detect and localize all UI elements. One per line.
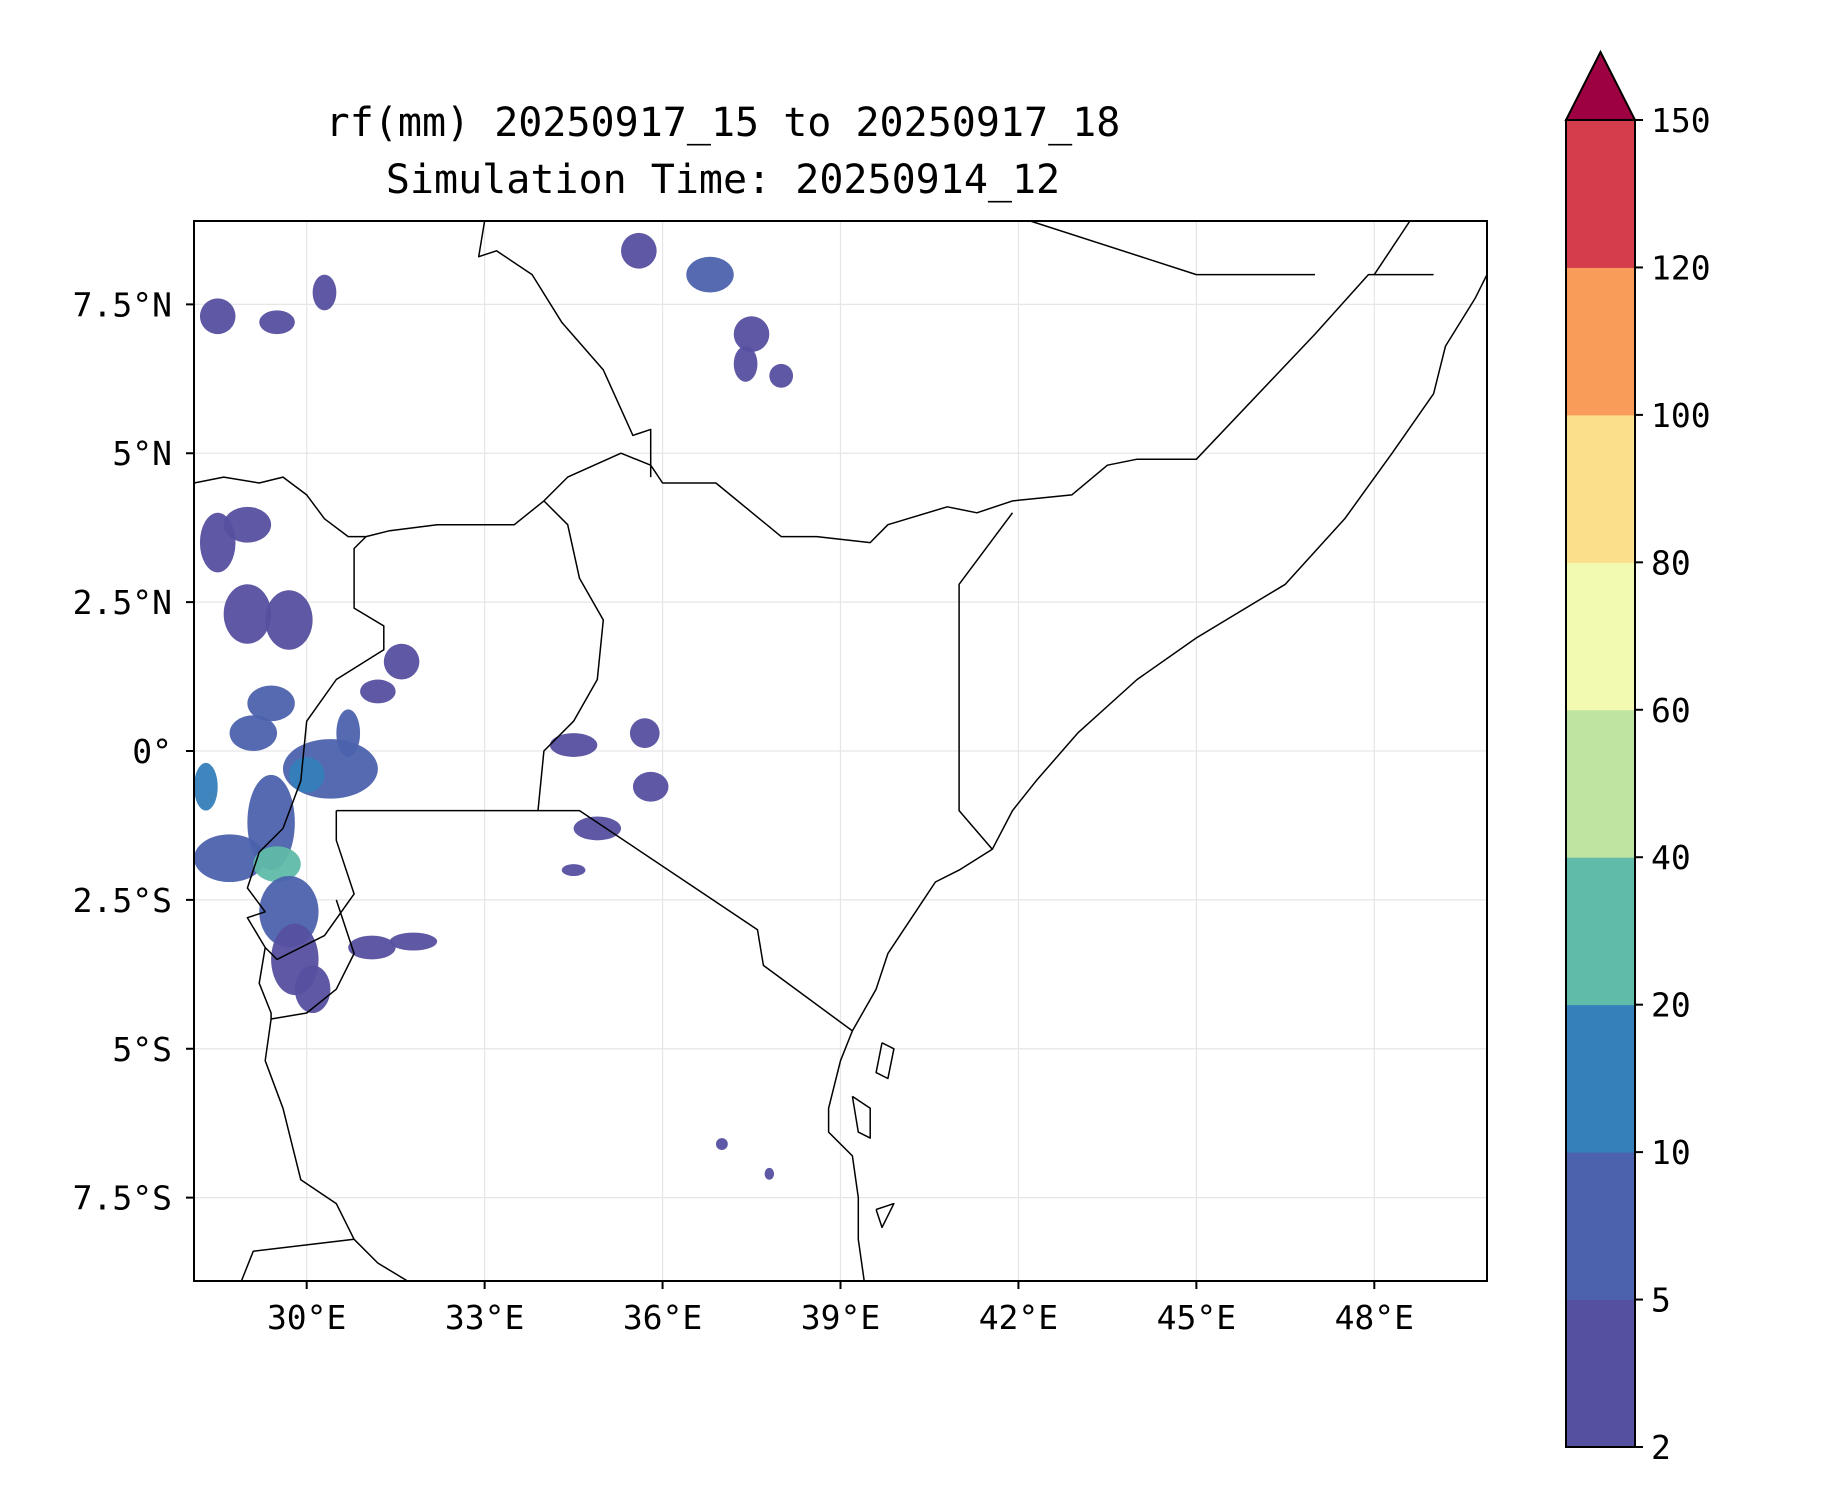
boundary-south-sudan-uganda-north	[194, 273, 1434, 544]
tick-label-lon: 45°E	[1157, 1298, 1236, 1337]
tick-label-lat: 5°S	[112, 1030, 172, 1069]
colorbar-segment	[1566, 1299, 1635, 1448]
rain-cell	[259, 310, 295, 335]
tick-label-lon: 39°E	[801, 1298, 880, 1337]
rain-cell	[265, 590, 313, 650]
rain-cell	[223, 506, 272, 543]
colorbar-segment	[1566, 1004, 1635, 1153]
tick-label-lat: 2.5°N	[73, 583, 172, 622]
tick-label-lat: 7.5°S	[73, 1179, 172, 1218]
rain-cell	[383, 643, 420, 680]
colorbar-extend-arrow	[1564, 49, 1637, 121]
colorbar-tick-label: 150	[1651, 101, 1711, 140]
rain-cell	[621, 232, 657, 269]
colorbar-segment	[1566, 414, 1635, 563]
title-line-2: Simulation Time: 20250914_12	[386, 157, 1060, 203]
tick-label-lon: 42°E	[979, 1298, 1058, 1337]
tick-label-lat: 5°N	[112, 434, 172, 473]
rain-cell	[769, 363, 794, 388]
tick-label-lat: 2.5°S	[73, 881, 172, 920]
rain-cell	[223, 584, 272, 644]
colorbar: 2 5 10 20 40 60 80 100 120 150	[1564, 49, 1711, 1467]
boundary-uganda-drc	[282, 536, 385, 829]
rain-cell	[561, 864, 586, 877]
colorbar-tick-label: 80	[1651, 543, 1691, 582]
colorbar-tick-label: 10	[1651, 1133, 1691, 1172]
rain-cell	[715, 1138, 728, 1150]
rain-cell	[348, 935, 396, 960]
boundary-somalia-ethiopia-east	[1373, 221, 1411, 276]
rain-cell	[288, 756, 325, 793]
colorbar-segment	[1566, 1152, 1635, 1301]
colorbar-frame	[1565, 119, 1636, 1448]
colorbar-segment	[1566, 267, 1635, 416]
colorbar-tick-label: 2	[1651, 1428, 1671, 1467]
boundary-ethiopia-sudan-west	[477, 221, 652, 478]
rain-cell	[199, 298, 236, 335]
boundary-uganda-kenya	[537, 500, 605, 811]
boundary-tanzania-west-lake	[264, 1018, 408, 1281]
rain-cell	[573, 816, 622, 841]
rain-cell	[764, 1167, 775, 1180]
colorbar-tick-label: 60	[1651, 691, 1691, 730]
boundary-pemba	[875, 1042, 895, 1080]
country-boundaries	[194, 221, 1487, 1281]
rain-cell	[294, 965, 331, 1014]
rain-cell	[312, 274, 337, 311]
tick-label-lat: 0°	[132, 732, 172, 771]
tick-label-lon: 33°E	[445, 1298, 524, 1337]
rain-cell	[360, 679, 396, 704]
rain-cell	[733, 316, 770, 353]
boundary-zanzibar	[851, 1095, 871, 1139]
longitude-ticks: 30°E 33°E 36°E 39°E 42°E 45°E 48°E	[267, 1281, 1414, 1337]
boundary-somalia-coast	[827, 274, 1487, 1281]
rain-cell	[194, 834, 266, 883]
rain-cell	[629, 718, 660, 749]
rain-cell	[686, 256, 734, 293]
tick-label-lon: 36°E	[623, 1298, 702, 1337]
tick-label-lon: 30°E	[267, 1298, 346, 1337]
map-area	[193, 220, 1488, 1282]
gridlines	[194, 221, 1487, 1281]
rainfall-field	[194, 232, 794, 1180]
colorbar-tick-label: 40	[1651, 838, 1691, 877]
rain-cell	[247, 685, 295, 722]
colorbar-tick-label: 5	[1651, 1281, 1671, 1320]
colorbar-segment	[1566, 857, 1635, 1006]
latitude-ticks: 7.5°N 5°N 2.5°N 0° 2.5°S 5°S 7.5°S	[73, 285, 194, 1218]
rain-cell	[632, 771, 669, 802]
title: rf(mm) 20250917_15 to 20250917_18 Simula…	[326, 100, 1121, 203]
rain-cell	[389, 932, 438, 951]
boundary-zambia-tanzania	[240, 1238, 355, 1281]
title-line-1: rf(mm) 20250917_15 to 20250917_18	[326, 100, 1121, 146]
boundary-somaliland-ethiopia	[1030, 221, 1315, 276]
tick-label-lat: 7.5°N	[73, 285, 172, 324]
tick-label-lon: 48°E	[1335, 1298, 1414, 1337]
rain-cell	[199, 512, 236, 573]
boundary-kenya-somalia	[958, 512, 1014, 850]
boundary-kenya-tanzania	[538, 809, 853, 1032]
rain-cell	[253, 846, 301, 883]
colorbar-tick-label: 120	[1651, 248, 1711, 287]
boundary-burundi-tanzania-drc	[258, 899, 355, 1020]
colorbar-tick-label: 100	[1651, 396, 1711, 435]
boundary-mafia	[875, 1202, 895, 1229]
rain-cell	[194, 762, 218, 811]
colorbar-segment	[1566, 562, 1635, 711]
rain-cell	[733, 346, 758, 382]
colorbar-tick-label: 20	[1651, 986, 1691, 1025]
rain-cell	[549, 733, 598, 757]
colorbar-segment	[1566, 120, 1635, 268]
colorbar-segment	[1566, 709, 1635, 858]
rain-cell	[229, 715, 278, 751]
